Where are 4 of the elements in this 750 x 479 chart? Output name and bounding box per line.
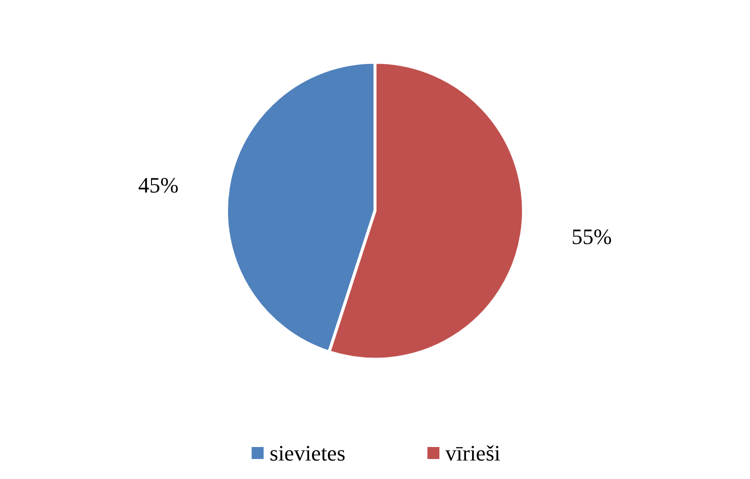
legend-label: sievietes (270, 440, 346, 466)
data-label: 55% (571, 224, 612, 249)
data-label: 45% (138, 172, 179, 198)
legend-label: vīrieši (445, 440, 500, 466)
